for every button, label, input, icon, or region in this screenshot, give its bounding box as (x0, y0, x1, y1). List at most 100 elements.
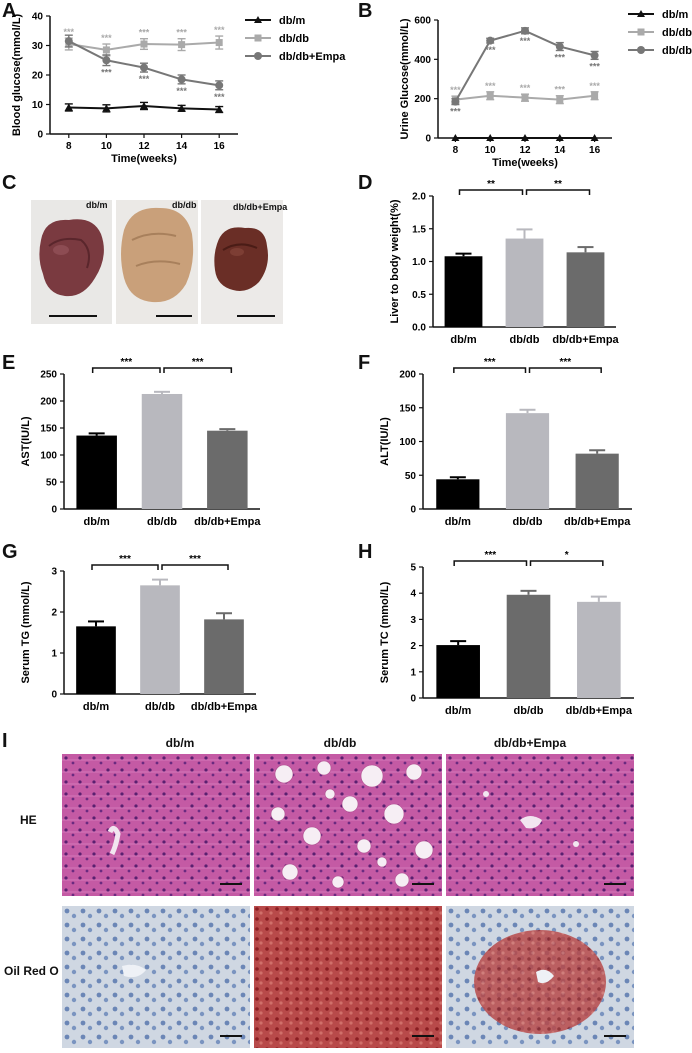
chart-h-bar (506, 594, 551, 698)
chart-a-point (64, 103, 73, 111)
chart-b-significance: *** (555, 52, 566, 62)
chart-f-category-label: db/db (513, 516, 543, 528)
chart-urine-glucose: 0 200 400 600 8 10 12 14 16 Time(weeks) Urine Gluc… (399, 9, 692, 169)
chart-g-category-label: db/db+Empa (191, 701, 258, 713)
chart-d-y-tick-label: 1.0 (412, 257, 426, 268)
chart-blood-glucose: 0 10 20 30 40 8 10 12 14 16 Time(weeks) Blood gluco… (11, 12, 346, 166)
chart-g-significance-bracket (91, 564, 159, 570)
chart-a-point (64, 37, 73, 46)
chart-b-x-tick-label: 16 (589, 145, 601, 156)
chart-b-significance: *** (450, 85, 461, 95)
chart-b-significance: *** (555, 85, 566, 95)
chart-f-category-label: db/db+Empa (564, 516, 631, 528)
chart-h-significance-bracket (453, 560, 528, 566)
chart-b-x-label: Time(weeks) (492, 157, 558, 169)
chart-g-bar (204, 619, 244, 694)
chart-liver-body-weight: 0.0 0.5 1.0 1.5 2.0 Liver to body weight(%) db… (389, 179, 620, 346)
chart-b-x-tick-label: 8 (453, 145, 459, 156)
chart-b-legend-label: db/m (662, 9, 688, 21)
chart-h-y-tick-label: 5 (410, 563, 416, 574)
chart-h-y-tick-label: 2 (410, 641, 416, 652)
chart-a-y-tick-label: 40 (32, 12, 44, 23)
chart-e-y-tick-label: 50 (46, 478, 58, 489)
panel-letter-d: D (358, 172, 373, 194)
chart-b-y-tick-label: 0 (425, 134, 431, 145)
chart-a-point (215, 105, 224, 113)
chart-e-significance-bracket (163, 367, 233, 373)
chart-f-bar (575, 453, 619, 509)
chart-b-y-tick-label: 200 (414, 94, 431, 105)
chart-d-y-tick-label: 0.5 (412, 290, 426, 301)
chart-e-category-label: db/db (147, 516, 177, 528)
chart-f-bar (436, 479, 480, 509)
chart-a-y-tick-label: 0 (37, 130, 43, 141)
chart-d-y-label: Liver to body weight(%) (389, 199, 401, 323)
chart-e-significance-label: *** (192, 357, 204, 368)
chart-a-x-tick-label: 16 (214, 141, 226, 152)
chart-a-legend-marker (254, 16, 262, 23)
chart-serum-tc: 0 1 2 3 4 5 Serum TC (mmol/L) db/m db/db db/db+Em… (379, 550, 634, 717)
chart-a-point (177, 104, 186, 112)
chart-f-y-tick-label: 150 (399, 403, 416, 414)
chart-a-significance: *** (101, 33, 112, 43)
chart-g-category-label: db/db (145, 701, 175, 713)
chart-b-point (521, 94, 529, 102)
chart-b-significance: *** (485, 81, 496, 91)
chart-a-point (178, 41, 186, 49)
photo-label-dbm: db/m (86, 200, 108, 210)
chart-h-significance-bracket (529, 560, 604, 566)
histology-row-oil-red-o: Oil Red O (4, 964, 59, 978)
chart-a-y-tick-label: 10 (32, 100, 44, 111)
oil-red-image-dbdb-empa (446, 906, 634, 1048)
histology-column-dbdb-empa: db/db+Empa (493, 736, 567, 750)
chart-a-legend-marker (254, 34, 262, 42)
chart-h-y-label: Serum TC (mmol/L) (379, 581, 391, 683)
chart-g-y-tick-label: 2 (51, 608, 57, 619)
chart-g-category-label: db/m (83, 701, 109, 713)
chart-b-y-label: Urine Glucose(mmol/L) (399, 18, 411, 139)
chart-a-significance: *** (214, 25, 225, 35)
chart-b-point (521, 134, 529, 141)
panel-letter-c: C (2, 172, 17, 194)
histology-column-dbm: db/m (165, 736, 195, 750)
chart-f-bar (505, 413, 550, 509)
chart-alt: 0 50 100 150 200 ALT(IU/L) db/m db/db db/db+Empa… (379, 357, 632, 528)
chart-b-point (555, 42, 564, 51)
chart-e-bar (207, 430, 248, 509)
chart-a-y-label: Blood glucose(mmol/L) (11, 14, 23, 137)
chart-h-category-label: db/m (445, 705, 471, 717)
photo-label-dbdb: db/db (172, 200, 197, 210)
chart-b-point (590, 51, 599, 60)
chart-h-category-label: db/db+Empa (566, 705, 633, 717)
chart-b-y-tick-label: 600 (414, 16, 431, 27)
chart-a-significance: *** (64, 27, 75, 37)
chart-g-significance-label: *** (119, 554, 131, 565)
chart-g-bar (76, 626, 116, 694)
chart-a-significance: *** (139, 74, 150, 84)
chart-a-point (215, 81, 224, 90)
chart-g-y-label: Serum TG (mmol/L) (20, 581, 32, 683)
chart-g-significance-label: *** (189, 554, 201, 565)
chart-f-y-tick-label: 200 (399, 370, 416, 381)
chart-a-x-tick-label: 10 (101, 141, 113, 152)
chart-h-y-tick-label: 1 (410, 667, 416, 678)
histology-row-he: HE (20, 813, 37, 827)
chart-e-category-label: db/db+Empa (194, 516, 261, 528)
histology-column-dbdb: db/db (323, 736, 357, 750)
chart-a-point (102, 56, 111, 65)
chart-d-y-tick-label: 1.5 (412, 224, 426, 235)
chart-d-significance-label: ** (487, 179, 495, 190)
chart-b-significance: *** (485, 45, 496, 55)
chart-b-point (451, 134, 460, 141)
chart-f-y-tick-label: 50 (405, 471, 417, 482)
chart-a-point (102, 104, 111, 112)
panel-letter-g: G (2, 541, 18, 563)
chart-e-y-tick-label: 250 (40, 370, 57, 381)
oil-red-image-dbm (62, 906, 250, 1048)
chart-h-category-label: db/db (514, 705, 544, 717)
chart-b-legend-marker (637, 28, 645, 36)
panel-letter-b: B (358, 0, 373, 22)
chart-b-point (486, 36, 495, 45)
chart-f-y-tick-label: 100 (399, 437, 416, 448)
chart-h-y-tick-label: 4 (410, 589, 416, 600)
